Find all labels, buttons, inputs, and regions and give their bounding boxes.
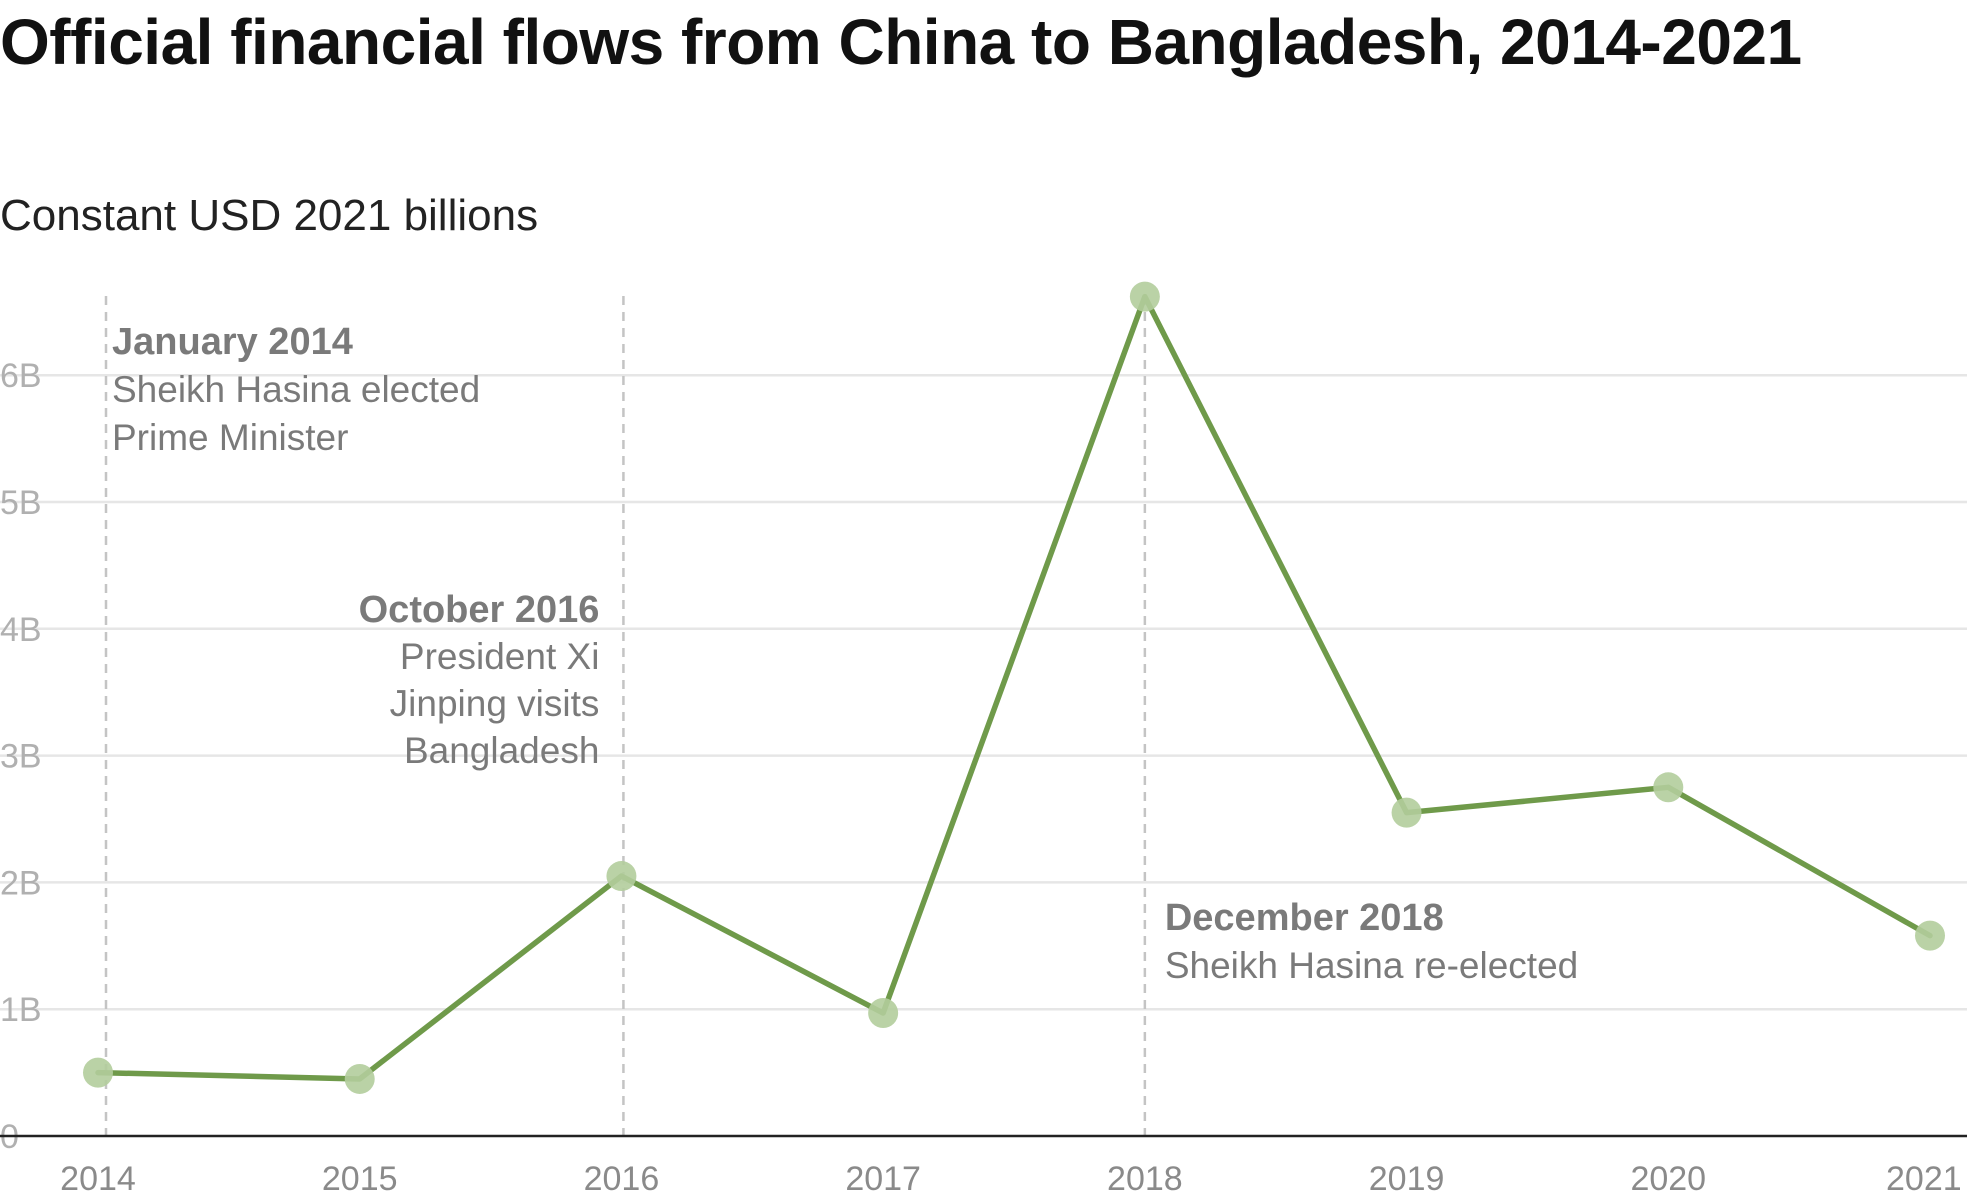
data-point <box>83 1057 113 1088</box>
x-tick-label: 2017 <box>845 1160 921 1194</box>
data-point <box>868 998 899 1029</box>
chart-subtitle: Constant USD 2021 billions <box>0 191 539 240</box>
annotation-text: Prime Minister <box>112 417 348 458</box>
y-tick-label: 5B <box>0 484 42 522</box>
y-tick-label: 6B <box>0 357 42 395</box>
data-point <box>1915 920 1945 951</box>
data-point <box>1391 797 1422 828</box>
annotation-text: President Xi <box>400 636 600 677</box>
gridlines <box>0 373 1967 1011</box>
x-tick-label: 2014 <box>60 1160 136 1194</box>
series-line <box>95 293 1933 1082</box>
annotation-text: Bangladesh <box>404 730 599 771</box>
annotations: January 2014 Sheikh Hasina elected Prime M… <box>112 321 1578 986</box>
y-tick-label: 4B <box>0 611 42 649</box>
y-tick-label: 2B <box>0 864 42 902</box>
series-flows <box>95 293 1933 1082</box>
x-tick-label: 2021 <box>1886 1160 1962 1194</box>
y-tick-label: 3B <box>0 738 42 776</box>
x-tick-label: 2015 <box>322 1160 398 1194</box>
annotation-text: Jinping visits <box>390 683 600 724</box>
chart-title: Official financial flows from China to B… <box>0 6 1802 78</box>
annotation-title: October 2016 <box>359 589 600 631</box>
event-lines <box>104 296 1147 1136</box>
y-tick-label: 1B <box>0 991 42 1029</box>
annotation-text: Sheikh Hasina elected <box>112 369 480 410</box>
data-point <box>1653 772 1684 803</box>
x-tick-label: 2019 <box>1369 1160 1445 1194</box>
data-point <box>1129 281 1160 312</box>
annotation-text: Sheikh Hasina re-elected <box>1165 945 1578 986</box>
annotation-title: December 2018 <box>1165 897 1444 939</box>
x-tick-label: 2018 <box>1107 1160 1183 1194</box>
annotation-title: January 2014 <box>112 321 353 363</box>
x-tick-label: 2016 <box>584 1160 660 1194</box>
data-points <box>83 281 1945 1094</box>
data-point <box>344 1063 375 1094</box>
x-tick-label: 2020 <box>1630 1160 1706 1194</box>
data-point <box>606 861 637 892</box>
